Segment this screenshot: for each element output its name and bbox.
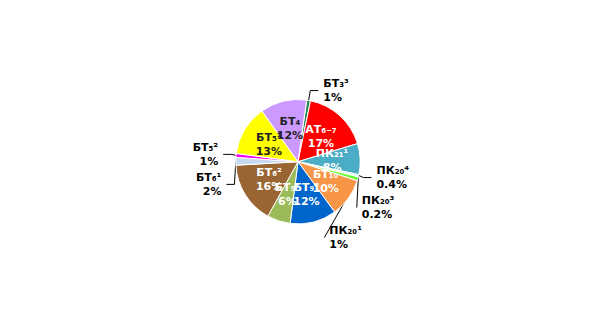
svg-text:БТ₃³: БТ₃³	[323, 77, 349, 90]
svg-text:БТ₉¹: БТ₉¹	[274, 180, 301, 194]
svg-text:12%: 12%	[293, 195, 319, 208]
svg-text:2%: 2%	[203, 185, 222, 198]
svg-text:1%: 1%	[329, 238, 348, 251]
svg-text:БТ₄: БТ₄	[280, 115, 301, 128]
svg-text:10%: 10%	[312, 182, 339, 196]
svg-text:ПК₂₁¹: ПК₂₁¹	[316, 147, 349, 160]
svg-text:17%: 17%	[307, 137, 335, 150]
svg-text:БТ₁₀: БТ₁₀	[313, 168, 339, 181]
svg-text:ПК₂₀⁴: ПК₂₀⁴	[376, 164, 409, 177]
svg-text:6%: 6%	[278, 195, 297, 208]
svg-text:АТ₆₋₇: АТ₆₋₇	[305, 123, 337, 136]
svg-text:БТ₉²: БТ₉²	[293, 181, 320, 195]
svg-text:1%: 1%	[199, 155, 218, 168]
svg-text:0.4%: 0.4%	[376, 178, 407, 191]
svg-text:ПК₂₀³: ПК₂₀³	[362, 194, 395, 207]
svg-text:16%: 16%	[256, 180, 282, 193]
svg-text:БТ₆¹: БТ₆¹	[196, 171, 222, 184]
svg-text:13%: 13%	[256, 145, 282, 158]
svg-text:БТ₅¹: БТ₅¹	[256, 130, 282, 144]
svg-text:БТ₆²: БТ₆²	[256, 166, 282, 179]
svg-text:0.2%: 0.2%	[362, 208, 393, 221]
svg-text:БТ₅²: БТ₅²	[193, 141, 219, 154]
svg-text:ПК₂₀¹: ПК₂₀¹	[329, 224, 362, 237]
svg-text:12%: 12%	[277, 129, 303, 142]
svg-text:1%: 1%	[323, 91, 342, 104]
